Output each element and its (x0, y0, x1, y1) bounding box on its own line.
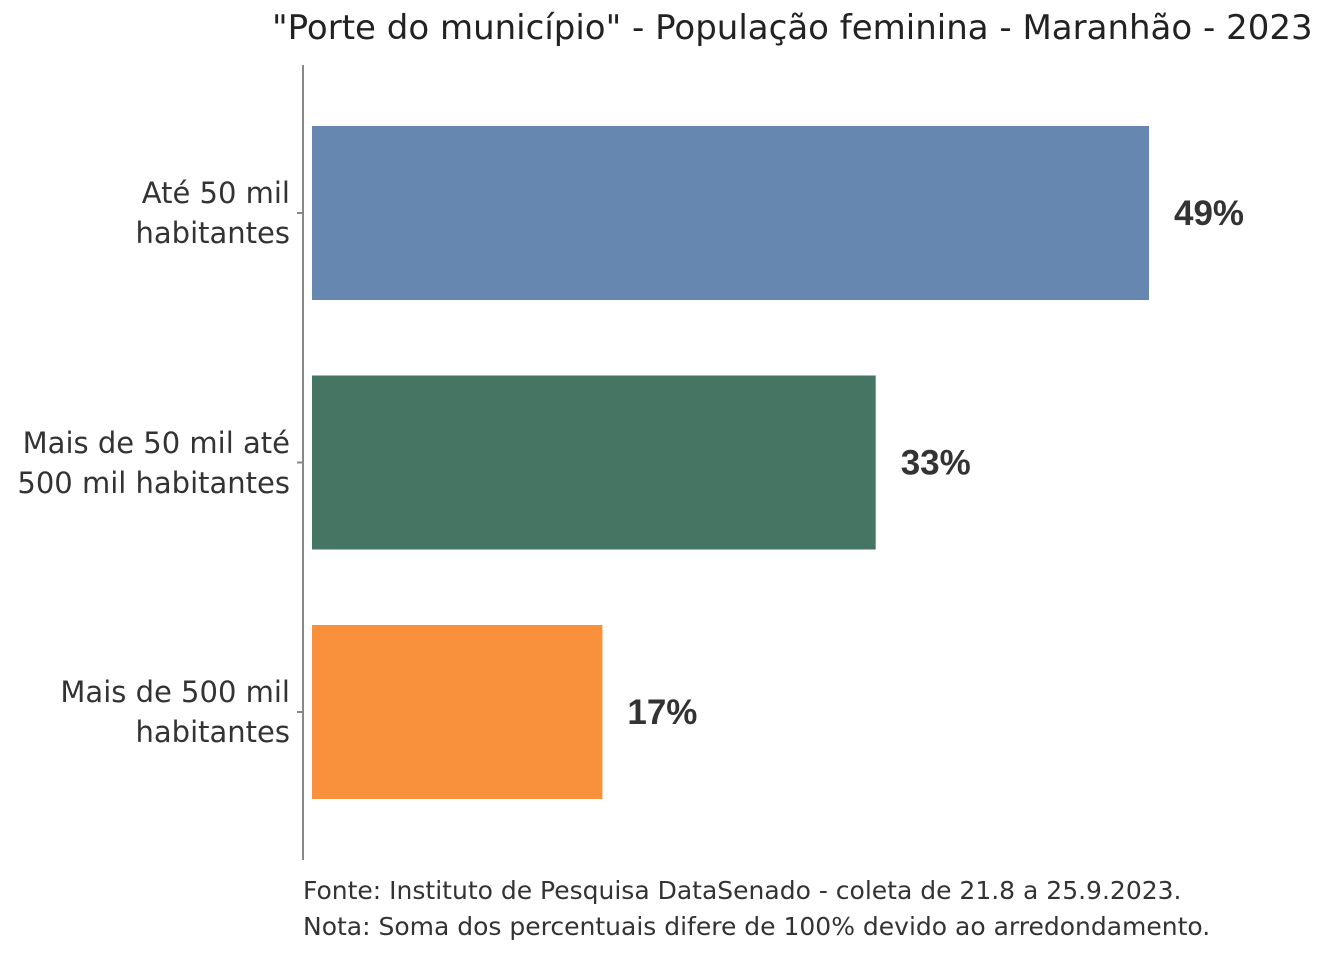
chart-title: "Porte do município" - População feminin… (272, 8, 1313, 48)
value-label-1: 49% (1174, 194, 1244, 233)
category-label-3: Mais de 500 mil habitantes (0, 672, 290, 752)
value-label-2: 33% (901, 444, 971, 483)
bar-3 (312, 625, 603, 799)
category-label-line: habitantes (135, 715, 290, 749)
category-label-line: 500 mil habitantes (17, 465, 290, 500)
rounding-note: Nota: Soma dos percentuais difere de 100… (303, 912, 1211, 941)
value-label-3: 17% (627, 693, 697, 732)
category-label-line: habitantes (135, 216, 290, 250)
category-label-line: Até 50 mil (141, 176, 290, 210)
source-note: Fonte: Instituto de Pesquisa DataSenado … (303, 876, 1182, 905)
bar-2 (312, 375, 876, 550)
category-label-2: Mais de 50 mil até 500 mil habitantes (0, 423, 290, 503)
category-label-1: Até 50 mil habitantes (0, 173, 290, 253)
category-label-line: Mais de 50 mil até (22, 425, 290, 460)
bar-1 (312, 126, 1149, 300)
category-label-line: Mais de 500 mil (60, 675, 290, 709)
